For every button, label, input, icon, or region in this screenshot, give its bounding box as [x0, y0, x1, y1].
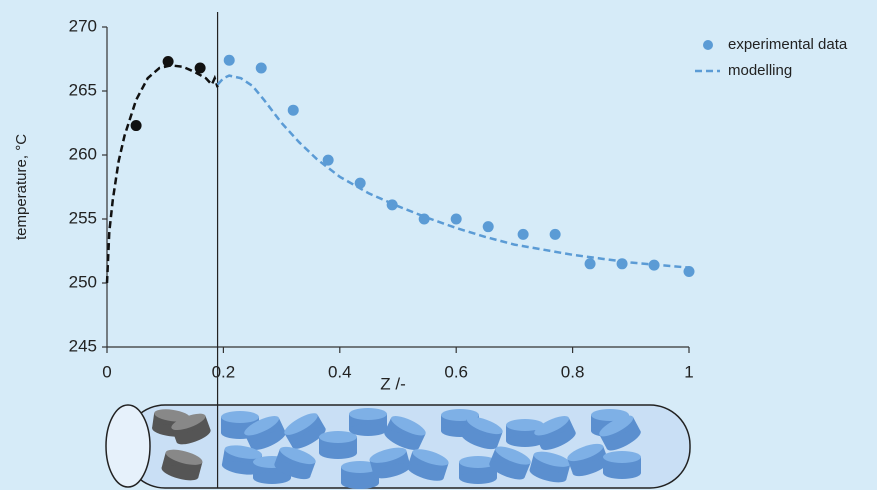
data-point	[450, 213, 462, 225]
legend-marker	[703, 40, 713, 50]
model-line	[216, 74, 690, 269]
x-tick-label: 1	[684, 362, 693, 381]
data-point	[584, 258, 596, 270]
y-tick-label: 245	[69, 336, 97, 355]
x-tick-label: 0.4	[328, 362, 352, 381]
data-point	[287, 104, 299, 116]
x-tick-label: 0	[102, 362, 111, 381]
x-axis-label: Z /-	[380, 374, 406, 393]
data-point	[616, 258, 628, 270]
data-point	[683, 265, 695, 277]
data-point	[255, 62, 267, 74]
legend-label: modelling	[728, 62, 792, 79]
reactor-illustration	[105, 404, 691, 489]
data-point	[162, 56, 174, 68]
x-tick-label: 0.2	[212, 362, 236, 381]
y-tick-label: 265	[69, 80, 97, 99]
data-point	[223, 54, 235, 66]
data-point	[549, 228, 561, 240]
data-point	[517, 228, 529, 240]
y-tick-label: 270	[69, 16, 97, 35]
data-point	[322, 154, 334, 166]
data-point	[130, 120, 142, 132]
legend-label: experimental data	[728, 36, 848, 53]
x-tick-label: 0.6	[444, 362, 468, 381]
model-line	[105, 64, 219, 284]
data-point	[482, 221, 494, 233]
y-tick-label: 255	[69, 208, 97, 227]
y-tick-label: 250	[69, 272, 97, 291]
y-axis-label: temperature, °C	[13, 134, 30, 240]
data-point	[194, 62, 206, 74]
x-tick-label: 0.8	[561, 362, 585, 381]
y-tick-label: 260	[69, 144, 97, 163]
